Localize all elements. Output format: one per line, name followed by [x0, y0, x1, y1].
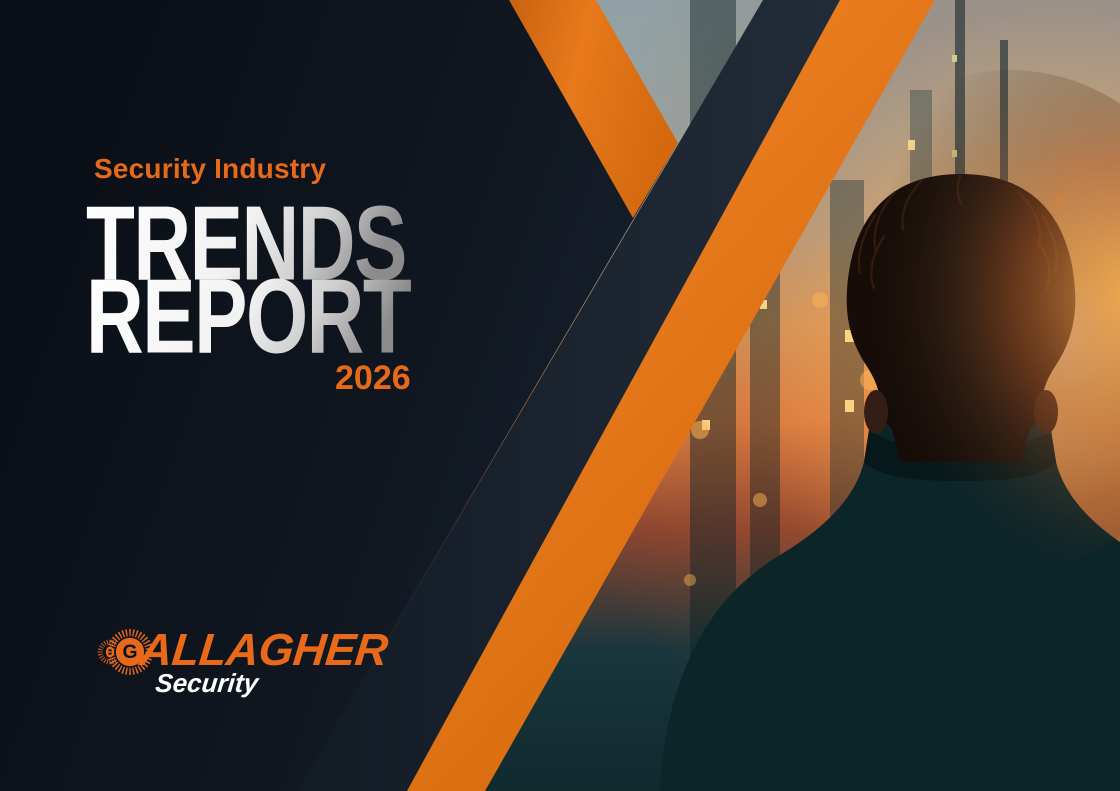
svg-text:REPORT: REPORT [86, 257, 412, 375]
svg-text:G: G [122, 642, 137, 663]
svg-text:Security: Security [154, 668, 261, 698]
